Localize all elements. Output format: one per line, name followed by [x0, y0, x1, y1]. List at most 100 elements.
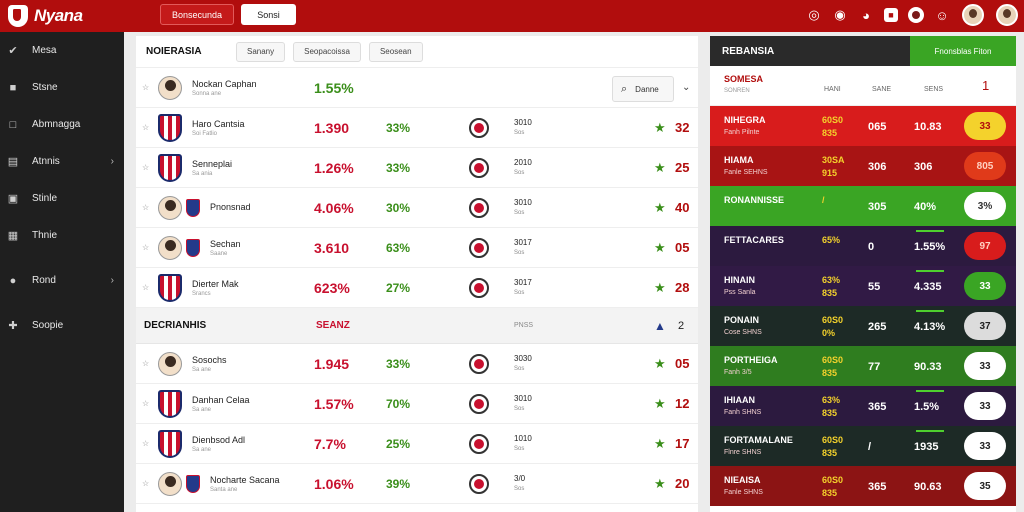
ranking-row[interactable]: PORTHEIGA Fanh 3/5 60S0 835 77 90.33 33 — [710, 346, 1016, 386]
score-pill[interactable]: 33 — [964, 112, 1006, 140]
year-value: 3030 — [514, 353, 532, 363]
bell-icon[interactable] — [908, 7, 924, 23]
section-header: DECRIANHIS SEANZ PNSS ▲ 2 — [136, 308, 698, 344]
score-pill[interactable]: 33 — [964, 272, 1006, 300]
tab-filter-1[interactable]: Sanany — [236, 41, 286, 62]
score-pill[interactable]: 3% — [964, 192, 1006, 220]
team-crest-icon — [158, 153, 182, 182]
tab-filter-2[interactable]: Seopacoissa — [293, 41, 361, 62]
year-info: 3010 Sos — [514, 393, 532, 415]
avatar[interactable] — [962, 4, 984, 26]
chevron-down-icon[interactable]: ⌄ — [682, 82, 691, 93]
rank-number: 05 — [675, 356, 690, 371]
ranking-tab[interactable]: Fnonsblas Fiton — [910, 36, 1016, 66]
ranking-row[interactable]: PONAIN Cose SHNS 60S0 0% 265 4.13% 37 — [710, 306, 1016, 346]
search-icon: ⌕ — [621, 82, 628, 95]
stat-2: 365 — [868, 401, 887, 413]
ranking-row[interactable]: FETTACARES 65% 0 1.55% 97 — [710, 226, 1016, 266]
table-row[interactable]: ☆ Dienbsod Adl Sa ane 7.7% 25% 1010 Sos ★ 17 — [136, 424, 698, 464]
table-row[interactable]: ☆ Senneplai Sa ania 1.26% 33% 2010 Sos ★ 25 — [136, 148, 698, 188]
star-outline-icon[interactable]: ☆ — [142, 399, 150, 408]
logo-text: Nyana — [34, 6, 83, 25]
score-pill[interactable]: 805 — [964, 152, 1006, 180]
table-row[interactable]: ☆ Pnonsnad 4.06% 30% 3010 Sos ★ 40 — [136, 188, 698, 228]
trend-bar — [916, 270, 944, 272]
table-row[interactable]: ☆ Danhan Celaa Sa ane 1.57% 70% 3010 Sos ★ 12 — [136, 384, 698, 424]
star-icon[interactable]: ★ — [654, 475, 666, 491]
star-icon[interactable]: ★ — [654, 199, 666, 215]
year-sub: Sos — [514, 289, 525, 296]
news-icon[interactable]: ■ — [884, 8, 898, 22]
ranking-row[interactable]: NIHEGRA Fanh Pilnte 60S0 835 065 10.83 33 — [710, 106, 1016, 146]
team-name: FORTAMALANE — [724, 435, 793, 445]
score-pill[interactable]: 33 — [964, 352, 1006, 380]
star-outline-icon[interactable]: ☆ — [142, 439, 150, 448]
trend-bar — [916, 390, 944, 392]
main-header: NOIERASIA Sanany Seopacoissa Seosean — [136, 36, 698, 68]
sidebar-item-soopie[interactable]: ✚ Soopie — [0, 307, 124, 344]
sidebar-item-mesa[interactable]: ✔ Mesa — [0, 32, 124, 69]
score-pill[interactable]: 37 — [964, 312, 1006, 340]
star-outline-icon[interactable]: ☆ — [142, 479, 150, 488]
logo-icon — [8, 5, 28, 27]
sidebar-item-abmnagga[interactable]: □ Abmnagga — [0, 106, 124, 143]
score-pill[interactable]: 33 — [964, 432, 1006, 460]
ranking-row[interactable]: NIEAISA Fanle SHNS 60S0 835 365 90.63 35 — [710, 466, 1016, 506]
search-input[interactable]: ⌕ Danne — [612, 76, 674, 102]
user-icon[interactable]: ☺ — [935, 7, 949, 23]
star-outline-icon[interactable]: ☆ — [142, 123, 150, 132]
star-outline-icon[interactable]: ☆ — [142, 283, 150, 292]
logo[interactable]: Nyana — [8, 5, 158, 27]
sidebar-item-stinle[interactable]: ▣ Stinle — [0, 180, 124, 217]
ranking-row[interactable]: RONANNISSE / 305 40% 3% — [710, 186, 1016, 226]
star-icon[interactable]: ★ — [654, 159, 666, 175]
sidebar-item-rond[interactable]: ● Rond › — [0, 262, 124, 299]
year-sub: Sos — [514, 169, 525, 176]
star-outline-icon[interactable]: ☆ — [142, 163, 150, 172]
table-row[interactable]: ☆ Sechan Saane 3.610 63% 3017 Sos ★ 05 — [136, 228, 698, 268]
team-name: PORTHEIGA — [724, 355, 778, 365]
club-icon — [469, 157, 489, 178]
star-icon[interactable]: ★ — [654, 355, 666, 371]
star-outline-icon[interactable]: ☆ — [142, 359, 150, 368]
star-icon[interactable]: ★ — [654, 435, 666, 451]
table-row[interactable]: ☆ Nockan Caphan Sonna ane 1.55% ⌕ Danne ⌄ — [136, 68, 698, 108]
ranking-row[interactable]: HIAMA Fanle SEHNS 30SA 915 306 306 805 — [710, 146, 1016, 186]
star-icon[interactable]: ★ — [654, 119, 666, 135]
coin-icon: ● — [9, 274, 17, 287]
stat-2: 0 — [868, 241, 875, 253]
sidebar-item-label: Abmnagga — [32, 119, 81, 130]
top-primary-button[interactable]: Bonsecunda — [160, 4, 234, 25]
star-icon[interactable]: ★ — [654, 239, 666, 255]
sidebar-item-stsne[interactable]: ■ Stsne — [0, 69, 124, 106]
team-name: FETTACARES — [724, 235, 784, 245]
star-icon[interactable]: ★ — [654, 395, 666, 411]
tab-filter-3[interactable]: Seosean — [368, 41, 423, 62]
score-pill[interactable]: 35 — [964, 472, 1006, 500]
table-row[interactable]: ☆ Haro Cantsia Soi Fatlio 1.390 33% 3010 Sos ★ 3… — [136, 108, 698, 148]
ranking-row[interactable]: HINAIN Pss Sanla 63% 835 55 4.335 33 — [710, 266, 1016, 306]
star-outline-icon[interactable]: ☆ — [142, 83, 150, 92]
stat-2: 065 — [868, 121, 887, 133]
star-icon[interactable]: ★ — [654, 279, 666, 295]
table-row[interactable]: ☆ Sosochs Sa ane 1.945 33% 3030 Sos ★ 05 — [136, 344, 698, 384]
table-row[interactable]: ☆ Dierter Mak Srancs 623% 27% 3017 Sos ★ 28 — [136, 268, 698, 308]
table-row[interactable]: ☆ Nocharte Sacana Santa ane 1.06% 39% 3/0 Sos ★… — [136, 464, 698, 504]
score-pill[interactable]: 33 — [964, 392, 1006, 420]
sidebar-item-label: Atnnis — [32, 156, 60, 167]
star-outline-icon[interactable]: ☆ — [142, 203, 150, 212]
sidebar-item-thnie[interactable]: ▦ Thnie — [0, 217, 124, 254]
sidebar-item-label: Mesa — [32, 45, 57, 56]
top-secondary-button[interactable]: Sonsi — [241, 4, 296, 25]
team-subtitle: Flnre SHNS — [724, 449, 762, 456]
flame-icon[interactable]: ◉ — [834, 7, 846, 22]
ranking-row[interactable]: IHIAAN Fanh SHNS 63% 835 365 1.5% 33 — [710, 386, 1016, 426]
avatar — [158, 195, 182, 220]
ranking-row[interactable]: FORTAMALANE Flnre SHNS 60S0 835 / 1935 33 — [710, 426, 1016, 466]
score-pill[interactable]: 97 — [964, 232, 1006, 260]
star-outline-icon[interactable]: ☆ — [142, 243, 150, 252]
sidebar-item-atnnis[interactable]: ▤ Atnnis › — [0, 143, 124, 180]
ball-icon[interactable]: ◕ — [862, 7, 870, 23]
avatar-secondary[interactable] — [996, 4, 1018, 26]
target-icon[interactable]: ◎ — [808, 7, 820, 22]
